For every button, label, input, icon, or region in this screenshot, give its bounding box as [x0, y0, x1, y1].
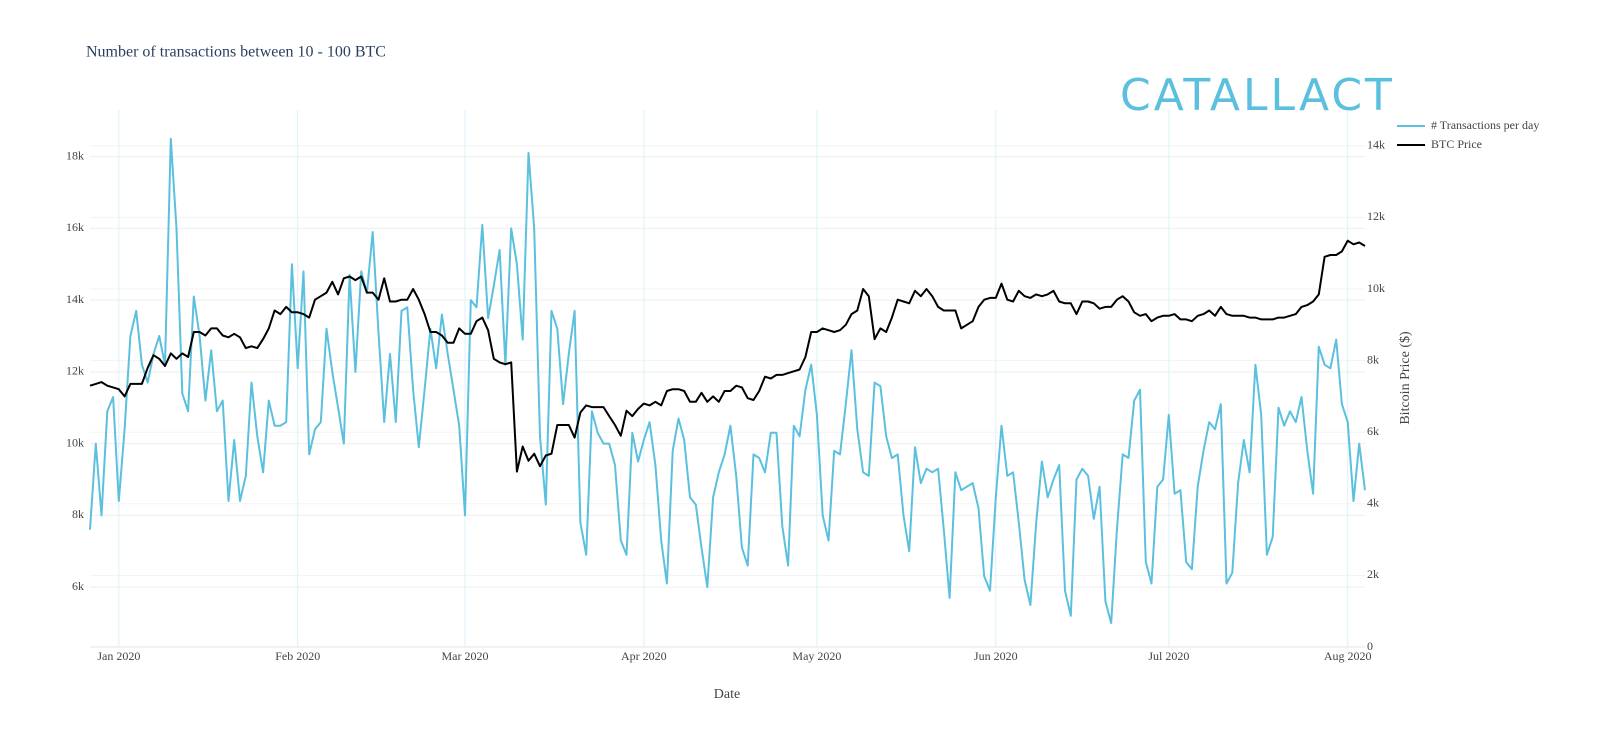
x-tick-label: May 2020 [792, 649, 841, 663]
chart-title: Number of transactions between 10 - 100 … [86, 44, 386, 61]
y2-tick-label: 2k [1367, 567, 1379, 581]
y2-tick-label: 14k [1367, 138, 1385, 152]
y2-tick-label: 8k [1367, 352, 1379, 366]
y-tick-label: 12k [66, 364, 84, 378]
x-tick-label: Mar 2020 [442, 649, 489, 663]
legend-label: BTC Price [1431, 137, 1482, 151]
x-tick-label: Apr 2020 [621, 649, 667, 663]
y2-axis-title: Bitcoin Price ($) [1398, 331, 1413, 425]
y-tick-label: 16k [66, 220, 84, 234]
y-tick-label: 6k [72, 579, 84, 593]
y-tick-label: 8k [72, 507, 84, 521]
y2-tick-label: 0 [1367, 639, 1373, 653]
series-line [89, 239, 1366, 473]
y2-tick-label: 12k [1367, 209, 1385, 223]
series-line [89, 137, 1366, 624]
y-tick-label: 14k [66, 292, 84, 306]
x-tick-label: Jun 2020 [974, 649, 1018, 663]
x-tick-label: Feb 2020 [275, 649, 320, 663]
x-tick-label: Aug 2020 [1324, 649, 1372, 663]
y2-tick-label: 4k [1367, 496, 1379, 510]
y-tick-label: 10k [66, 435, 84, 449]
y2-tick-label: 10k [1367, 281, 1385, 295]
legend-label: # Transactions per day [1431, 118, 1539, 132]
logo: CATALLACT [1120, 70, 1395, 121]
x-tick-label: Jul 2020 [1148, 649, 1189, 663]
x-axis-title: Date [714, 687, 740, 702]
x-tick-label: Jan 2020 [97, 649, 140, 663]
y2-tick-label: 6k [1367, 424, 1379, 438]
y-tick-label: 18k [66, 148, 84, 162]
